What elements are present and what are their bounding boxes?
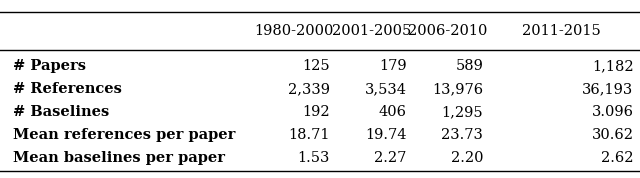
Text: 2011-2015: 2011-2015 — [522, 24, 601, 38]
Text: # References: # References — [13, 82, 122, 96]
Text: 2.27: 2.27 — [374, 151, 406, 165]
Text: 19.74: 19.74 — [365, 128, 406, 142]
Text: 179: 179 — [379, 59, 406, 73]
Text: 2001-2005: 2001-2005 — [332, 24, 411, 38]
Text: 3.096: 3.096 — [591, 105, 634, 119]
Text: 3,534: 3,534 — [364, 82, 406, 96]
Text: # Baselines: # Baselines — [13, 105, 109, 119]
Text: 1,295: 1,295 — [442, 105, 483, 119]
Text: # Papers: # Papers — [13, 59, 86, 73]
Text: 30.62: 30.62 — [591, 128, 634, 142]
Text: 13,976: 13,976 — [432, 82, 483, 96]
Text: 589: 589 — [455, 59, 483, 73]
Text: 18.71: 18.71 — [288, 128, 330, 142]
Text: Mean references per paper: Mean references per paper — [13, 128, 235, 142]
Text: 1980-2000: 1980-2000 — [255, 24, 334, 38]
Text: 1,182: 1,182 — [592, 59, 634, 73]
Text: Mean baselines per paper: Mean baselines per paper — [13, 151, 225, 165]
Text: 125: 125 — [302, 59, 330, 73]
Text: 2.20: 2.20 — [451, 151, 483, 165]
Text: 2.62: 2.62 — [601, 151, 634, 165]
Text: 406: 406 — [378, 105, 406, 119]
Text: 23.73: 23.73 — [442, 128, 483, 142]
Text: 2,339: 2,339 — [287, 82, 330, 96]
Text: 192: 192 — [302, 105, 330, 119]
Text: 1.53: 1.53 — [297, 151, 330, 165]
Text: 2006-2010: 2006-2010 — [408, 24, 488, 38]
Text: 36,193: 36,193 — [582, 82, 634, 96]
